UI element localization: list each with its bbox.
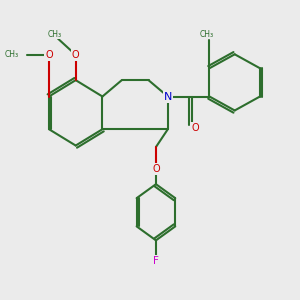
Text: O: O: [191, 123, 199, 133]
Text: CH₃: CH₃: [5, 50, 19, 59]
Text: O: O: [72, 50, 80, 60]
Text: O: O: [152, 164, 160, 174]
Text: F: F: [153, 256, 159, 266]
Text: CH₃: CH₃: [48, 30, 62, 39]
Text: O: O: [45, 50, 53, 60]
Text: CH₃: CH₃: [200, 30, 214, 39]
Text: N: N: [164, 92, 172, 101]
